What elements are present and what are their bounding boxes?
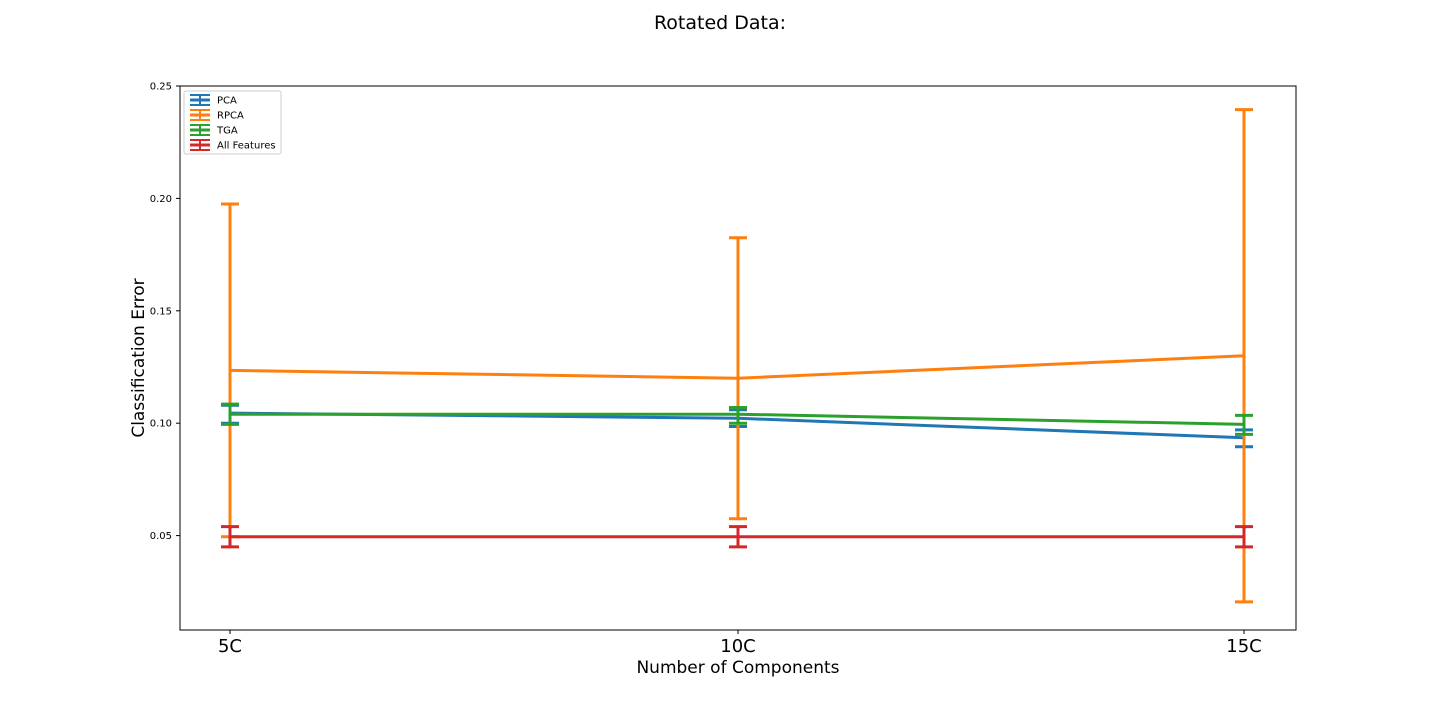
legend-item-rpca: RPCA	[190, 109, 244, 122]
series-line	[230, 412, 1245, 426]
x-axis-label: Number of Components	[636, 658, 839, 678]
series-tga	[221, 402, 1253, 436]
legend-frame	[183, 90, 282, 155]
y-axis: 0.05 0.10 0.15 0.20 0.25	[150, 82, 180, 542]
legend-item-pca: PCA	[190, 94, 237, 107]
y-tick-label: 0.15	[150, 306, 172, 317]
y-tick-label: 0.20	[150, 194, 172, 205]
y-tick-label: 0.25	[150, 82, 172, 93]
x-tick-label: 10C	[720, 636, 755, 657]
series-rpca	[221, 108, 1253, 604]
x-axis: 5C 10C 15C	[218, 630, 1262, 657]
series-line	[229, 354, 1245, 380]
y-tick-label: 0.10	[150, 419, 172, 430]
legend-label: All Features	[217, 141, 276, 152]
y-axis-label: Classification Error	[129, 278, 149, 437]
y-tick-label: 0.05	[150, 531, 172, 542]
legend-item-all-features: All Features	[190, 139, 276, 152]
legend-label: RPCA	[217, 111, 244, 122]
series-all-features	[221, 525, 1253, 549]
plot-frame	[179, 85, 1297, 631]
legend-label: PCA	[217, 96, 237, 107]
legend-item-tga: TGA	[190, 124, 238, 137]
chart-title: Rotated Data:	[654, 12, 786, 34]
legend: PCA RPCA TGA All Features	[183, 90, 282, 155]
series-layer	[221, 108, 1253, 604]
x-tick-label: 5C	[218, 636, 242, 657]
legend-label: TGA	[216, 126, 238, 137]
x-tick-label: 15C	[1226, 636, 1261, 657]
